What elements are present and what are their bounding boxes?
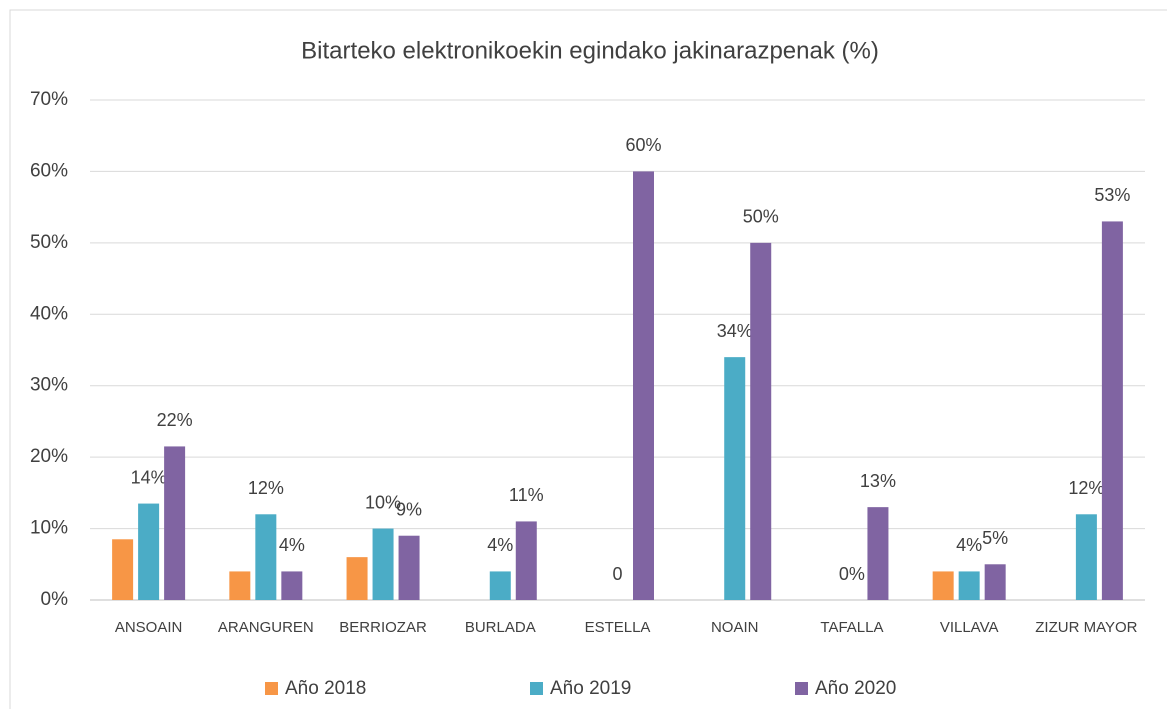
bar xyxy=(112,539,134,600)
bar xyxy=(138,503,160,600)
bar xyxy=(958,571,980,600)
x-tick-label: ZIZUR MAYOR xyxy=(1035,619,1137,636)
legend-swatch xyxy=(265,682,278,695)
y-tick-label: 20% xyxy=(30,446,68,467)
data-label: 60% xyxy=(625,135,661,155)
bar xyxy=(515,521,537,600)
data-label: 53% xyxy=(1094,185,1130,205)
y-tick-label: 40% xyxy=(30,303,68,324)
x-tick-label: ESTELLA xyxy=(585,619,651,636)
data-label: 4% xyxy=(279,535,305,555)
legend-swatch xyxy=(530,682,543,695)
y-tick-label: 70% xyxy=(30,89,68,110)
y-tick-label: 0% xyxy=(41,589,69,610)
bar xyxy=(489,571,511,600)
data-label: 14% xyxy=(131,467,167,487)
y-tick-label: 30% xyxy=(30,375,68,396)
y-tick-label: 60% xyxy=(30,160,68,181)
x-tick-label: BURLADA xyxy=(465,619,536,636)
bar xyxy=(398,535,420,600)
data-label: 5% xyxy=(982,528,1008,548)
x-tick-label: ANSOAIN xyxy=(115,619,183,636)
bar xyxy=(750,242,772,600)
data-label: 22% xyxy=(157,410,193,430)
chart-border xyxy=(9,9,1167,709)
bar xyxy=(281,571,303,600)
bar xyxy=(724,357,746,600)
x-tick-label: ARANGUREN xyxy=(218,619,314,636)
bar xyxy=(1101,221,1123,600)
data-label: 9% xyxy=(396,499,422,519)
bar xyxy=(633,171,654,600)
bar xyxy=(346,557,368,600)
legend-label: Año 2020 xyxy=(815,678,896,699)
data-label: 50% xyxy=(743,207,779,227)
legend-swatch xyxy=(795,682,808,695)
bar xyxy=(1075,514,1097,600)
x-tick-label: NOAIN xyxy=(711,619,759,636)
chart-title: Bitarteko elektronikoekin egindako jakin… xyxy=(301,37,879,64)
legend-label: Año 2018 xyxy=(285,678,366,699)
bar xyxy=(372,528,394,600)
data-label: 11% xyxy=(509,485,544,505)
bar xyxy=(255,514,277,600)
data-label: 12% xyxy=(1068,478,1104,498)
bar xyxy=(229,571,251,600)
legend-label: Año 2019 xyxy=(550,678,631,699)
bar xyxy=(164,446,186,600)
data-label: 4% xyxy=(956,535,982,555)
data-label: 13% xyxy=(860,471,896,491)
data-label: 4% xyxy=(487,535,513,555)
bar xyxy=(867,507,889,600)
bar xyxy=(932,571,954,600)
y-tick-label: 50% xyxy=(30,232,68,253)
data-label: 0% xyxy=(839,564,865,584)
data-label: 0 xyxy=(612,564,622,584)
x-tick-label: VILLAVA xyxy=(940,619,999,636)
data-label: 12% xyxy=(248,478,284,498)
data-label: 34% xyxy=(717,321,753,341)
bar xyxy=(984,564,1006,600)
y-tick-label: 10% xyxy=(30,518,68,539)
x-tick-label: TAFALLA xyxy=(820,619,883,636)
data-label: 10% xyxy=(365,492,401,512)
x-tick-label: BERRIOZAR xyxy=(339,619,427,636)
